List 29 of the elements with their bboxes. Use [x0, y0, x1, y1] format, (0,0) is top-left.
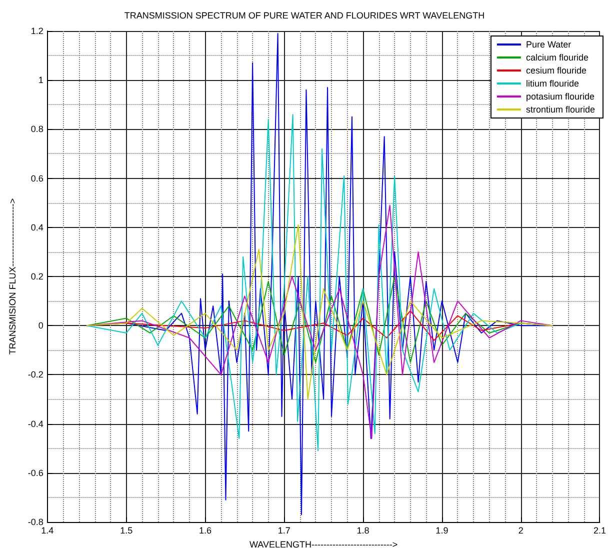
- y-tick-label: 1: [38, 75, 44, 86]
- y-tick-label: 1.2: [30, 26, 44, 36]
- x-tick-label: 1.4: [41, 526, 54, 536]
- x-tick-label: 1.9: [436, 526, 448, 536]
- y-tick-label: 0.4: [30, 222, 44, 232]
- y-tick-label: 0: [38, 320, 44, 331]
- x-tick-label: 1.8: [356, 526, 370, 536]
- x-axis-title: WAVELENGTH--------------------------->: [249, 539, 398, 550]
- y-tick-label: 0.6: [30, 173, 44, 184]
- x-tick-label: 1.5: [120, 526, 133, 536]
- line-series: [86, 224, 553, 400]
- y-tick-label: -0.4: [28, 418, 44, 429]
- x-tick-label: 2: [518, 526, 524, 536]
- legend-label: calcium flouride: [526, 52, 588, 62]
- y-axis-title: TRANSMISION FLUX--------------------->: [8, 198, 18, 355]
- chart-title: TRANSMISSION SPECTRUM OF PURE WATER AND FLOURIDES WRT WAVELENGTH: [124, 10, 485, 20]
- legend-label: cesium flouride: [526, 66, 586, 76]
- legend-label: strontium flouride: [526, 104, 595, 114]
- legend-label: Pure Water: [526, 40, 572, 50]
- x-tick-label: 1.7: [278, 526, 290, 536]
- y-tick-label: -0.6: [28, 468, 44, 478]
- legend-label: potasium flouride: [526, 92, 595, 102]
- x-tick-label: 2.1: [593, 526, 606, 536]
- y-tick-label: 0.2: [30, 272, 44, 282]
- x-tick-label: 1.6: [198, 526, 212, 536]
- legend-label: litium flouride: [526, 78, 579, 88]
- y-tick-label: -0.2: [28, 370, 44, 380]
- y-tick-label: -0.8: [28, 517, 44, 527]
- y-tick-label: 0.8: [30, 124, 44, 134]
